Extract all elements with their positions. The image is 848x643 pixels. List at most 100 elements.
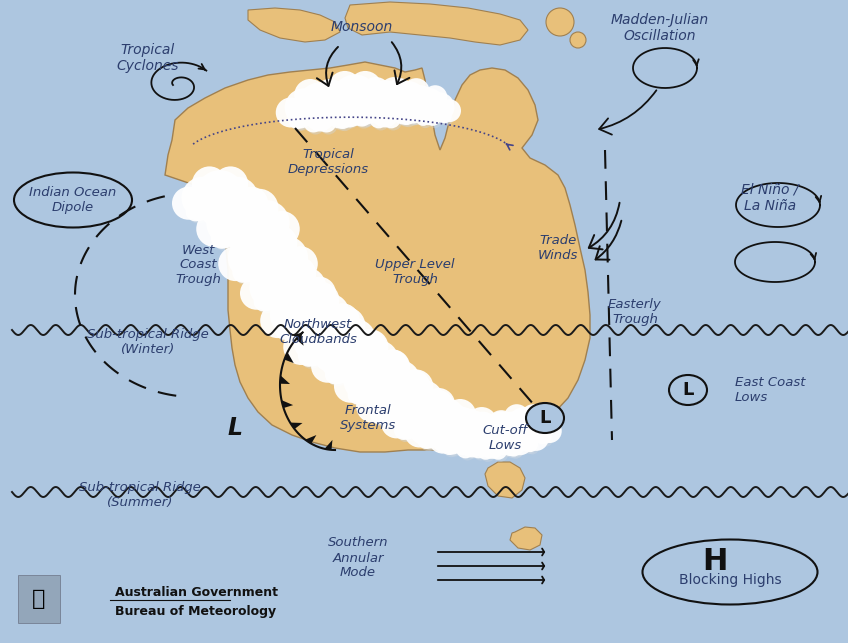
Circle shape	[364, 386, 386, 408]
Circle shape	[350, 345, 372, 367]
Circle shape	[444, 399, 477, 431]
Polygon shape	[305, 435, 316, 444]
Circle shape	[410, 423, 432, 444]
Circle shape	[375, 404, 396, 426]
Circle shape	[294, 325, 315, 346]
Circle shape	[421, 388, 455, 421]
Circle shape	[419, 426, 441, 449]
Circle shape	[522, 431, 538, 447]
Circle shape	[378, 360, 421, 402]
Circle shape	[247, 233, 268, 255]
Circle shape	[341, 110, 360, 129]
Circle shape	[316, 113, 337, 132]
Text: Easterly
Trough: Easterly Trough	[608, 298, 662, 326]
Text: Upper Level
Trough: Upper Level Trough	[376, 258, 455, 286]
Circle shape	[479, 418, 511, 450]
Circle shape	[272, 284, 304, 314]
Circle shape	[523, 426, 549, 451]
Circle shape	[466, 407, 497, 438]
Text: East Coast
Lows: East Coast Lows	[735, 376, 806, 404]
Circle shape	[518, 433, 537, 452]
Circle shape	[441, 113, 453, 125]
Circle shape	[499, 430, 513, 444]
Ellipse shape	[526, 403, 564, 433]
Bar	[18, 575, 60, 623]
Circle shape	[428, 114, 442, 128]
Circle shape	[255, 287, 279, 311]
Circle shape	[186, 202, 205, 221]
Text: Tropical
Depressions: Tropical Depressions	[287, 148, 369, 176]
Circle shape	[471, 415, 512, 455]
Circle shape	[521, 437, 538, 454]
Circle shape	[394, 421, 413, 440]
Circle shape	[385, 105, 402, 122]
Circle shape	[471, 443, 489, 460]
Circle shape	[404, 392, 451, 439]
Circle shape	[503, 430, 518, 446]
Circle shape	[244, 200, 289, 246]
Circle shape	[276, 257, 303, 282]
Circle shape	[438, 417, 460, 439]
Circle shape	[421, 390, 454, 422]
Circle shape	[389, 396, 421, 427]
Polygon shape	[325, 440, 332, 450]
Circle shape	[204, 194, 236, 224]
Circle shape	[212, 222, 238, 248]
Circle shape	[433, 433, 453, 453]
Circle shape	[470, 416, 506, 453]
Circle shape	[350, 388, 368, 406]
Circle shape	[462, 431, 483, 450]
Circle shape	[172, 186, 205, 220]
Circle shape	[291, 115, 307, 131]
Text: Cut-off
Lows: Cut-off Lows	[483, 424, 527, 452]
Circle shape	[287, 297, 307, 317]
Polygon shape	[165, 62, 590, 452]
Circle shape	[373, 408, 391, 426]
Circle shape	[218, 189, 256, 227]
Circle shape	[270, 293, 292, 315]
Text: Sub-tropical Ridge
(Winter): Sub-tropical Ridge (Winter)	[87, 328, 209, 356]
Circle shape	[428, 425, 457, 453]
Circle shape	[402, 93, 431, 122]
Circle shape	[480, 446, 496, 462]
Circle shape	[284, 293, 306, 315]
Circle shape	[391, 398, 430, 437]
Circle shape	[485, 441, 499, 455]
Circle shape	[263, 260, 313, 310]
Text: Northwest
Cloudbands: Northwest Cloudbands	[279, 318, 357, 346]
Circle shape	[308, 311, 362, 365]
Circle shape	[397, 370, 430, 403]
Circle shape	[276, 98, 306, 127]
Circle shape	[370, 90, 401, 122]
Circle shape	[393, 104, 414, 125]
Circle shape	[195, 170, 245, 220]
Circle shape	[438, 109, 452, 123]
Circle shape	[322, 104, 341, 123]
Circle shape	[369, 109, 388, 129]
Circle shape	[323, 100, 346, 122]
Circle shape	[211, 227, 232, 249]
Circle shape	[216, 203, 238, 225]
Circle shape	[243, 229, 267, 253]
Circle shape	[514, 435, 528, 449]
Circle shape	[286, 266, 304, 285]
Circle shape	[364, 80, 406, 123]
Circle shape	[384, 109, 398, 122]
Circle shape	[459, 443, 476, 460]
Text: Sub-tropical Ridge
(Summer): Sub-tropical Ridge (Summer)	[79, 481, 201, 509]
Circle shape	[332, 111, 351, 131]
Circle shape	[496, 439, 512, 455]
Text: Bureau of Meteorology: Bureau of Meteorology	[115, 604, 276, 617]
Circle shape	[466, 440, 484, 458]
Circle shape	[407, 113, 420, 125]
Circle shape	[382, 101, 401, 120]
Circle shape	[465, 444, 480, 459]
Circle shape	[304, 113, 323, 132]
Circle shape	[306, 293, 350, 337]
Circle shape	[537, 430, 551, 444]
Circle shape	[488, 410, 515, 437]
Circle shape	[436, 437, 455, 455]
Circle shape	[282, 262, 304, 283]
Circle shape	[496, 412, 527, 442]
Circle shape	[490, 420, 525, 455]
